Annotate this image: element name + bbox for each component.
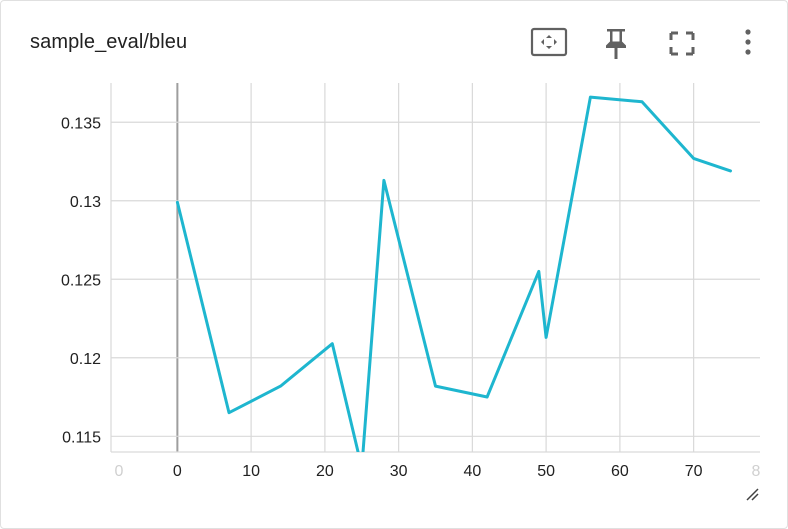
y-tick-label: 0.13: [70, 194, 101, 211]
x-tick-label: 20: [316, 463, 334, 480]
x-tick-label: 10: [242, 463, 260, 480]
y-tick-label: 0.115: [62, 429, 101, 446]
x-tick-label: 50: [537, 463, 555, 480]
chart-title: sample_eval/bleu: [30, 31, 188, 53]
fit-domain-button[interactable]: [529, 25, 569, 61]
y-tick-label: 0.125: [61, 272, 101, 289]
y-tick-label: 0.135: [61, 115, 101, 132]
x-tick-label-faded: 8: [752, 463, 761, 480]
resize-handle[interactable]: [745, 487, 759, 501]
pin-icon: [606, 29, 626, 59]
more-options-button[interactable]: [728, 25, 768, 61]
x-tick-label: 60: [611, 463, 629, 480]
y-tick-label: 0.12: [70, 351, 101, 368]
fullscreen-button[interactable]: [662, 25, 702, 61]
fullscreen-icon: [669, 31, 695, 56]
x-tick-label: 30: [390, 463, 408, 480]
series-line: [175, 95, 732, 452]
x-tick-label: 40: [463, 463, 481, 480]
x-tick-label: 70: [685, 463, 703, 480]
fit-to-data-icon: [530, 27, 568, 57]
resize-grip-icon: [746, 488, 759, 501]
x-tick-label: 0: [173, 463, 182, 480]
more-vert-icon: [745, 29, 751, 55]
pin-button[interactable]: [596, 25, 636, 61]
x-tick-label-faded: 0: [115, 463, 124, 480]
